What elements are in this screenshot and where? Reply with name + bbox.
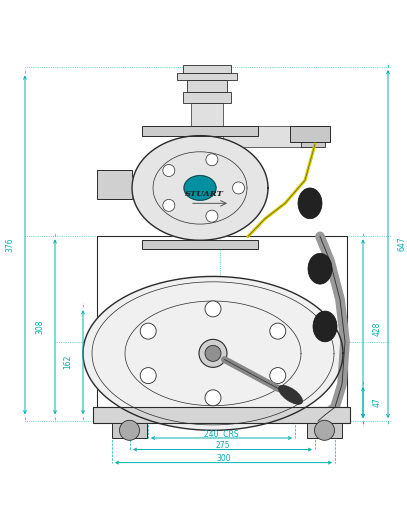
Text: 300: 300 xyxy=(216,454,231,463)
Ellipse shape xyxy=(313,311,337,342)
Circle shape xyxy=(270,368,286,384)
Circle shape xyxy=(205,345,221,361)
Ellipse shape xyxy=(278,385,302,404)
Polygon shape xyxy=(183,65,231,72)
Circle shape xyxy=(205,301,221,317)
Bar xyxy=(290,126,330,142)
Polygon shape xyxy=(177,72,237,80)
Circle shape xyxy=(140,323,156,339)
Circle shape xyxy=(232,182,245,194)
Bar xyxy=(93,407,350,423)
Text: 275: 275 xyxy=(215,441,230,450)
Polygon shape xyxy=(183,92,231,103)
Bar xyxy=(112,423,147,438)
Ellipse shape xyxy=(308,253,332,284)
Polygon shape xyxy=(191,103,223,135)
Circle shape xyxy=(199,340,227,367)
Text: 647: 647 xyxy=(398,237,407,251)
Bar xyxy=(142,126,258,135)
Circle shape xyxy=(205,390,221,406)
Ellipse shape xyxy=(298,188,322,218)
Circle shape xyxy=(163,199,175,212)
Bar xyxy=(97,236,347,407)
Polygon shape xyxy=(184,176,216,200)
Text: 162: 162 xyxy=(63,355,72,369)
Polygon shape xyxy=(301,126,325,147)
Bar xyxy=(97,170,132,199)
Bar xyxy=(307,423,342,438)
Polygon shape xyxy=(83,277,343,430)
Bar xyxy=(142,240,258,250)
Polygon shape xyxy=(132,135,268,240)
Text: 240  CRS: 240 CRS xyxy=(204,430,239,439)
Circle shape xyxy=(120,421,140,440)
Circle shape xyxy=(206,154,218,166)
Circle shape xyxy=(315,421,335,440)
Text: 308: 308 xyxy=(35,320,44,334)
Circle shape xyxy=(140,368,156,384)
Circle shape xyxy=(270,323,286,339)
Polygon shape xyxy=(187,80,227,92)
Circle shape xyxy=(163,165,175,177)
Text: 376: 376 xyxy=(6,238,15,252)
Text: 47: 47 xyxy=(372,398,381,407)
Circle shape xyxy=(206,210,218,222)
Polygon shape xyxy=(223,125,313,147)
Text: 428: 428 xyxy=(372,322,381,336)
Text: STUART: STUART xyxy=(185,190,223,198)
